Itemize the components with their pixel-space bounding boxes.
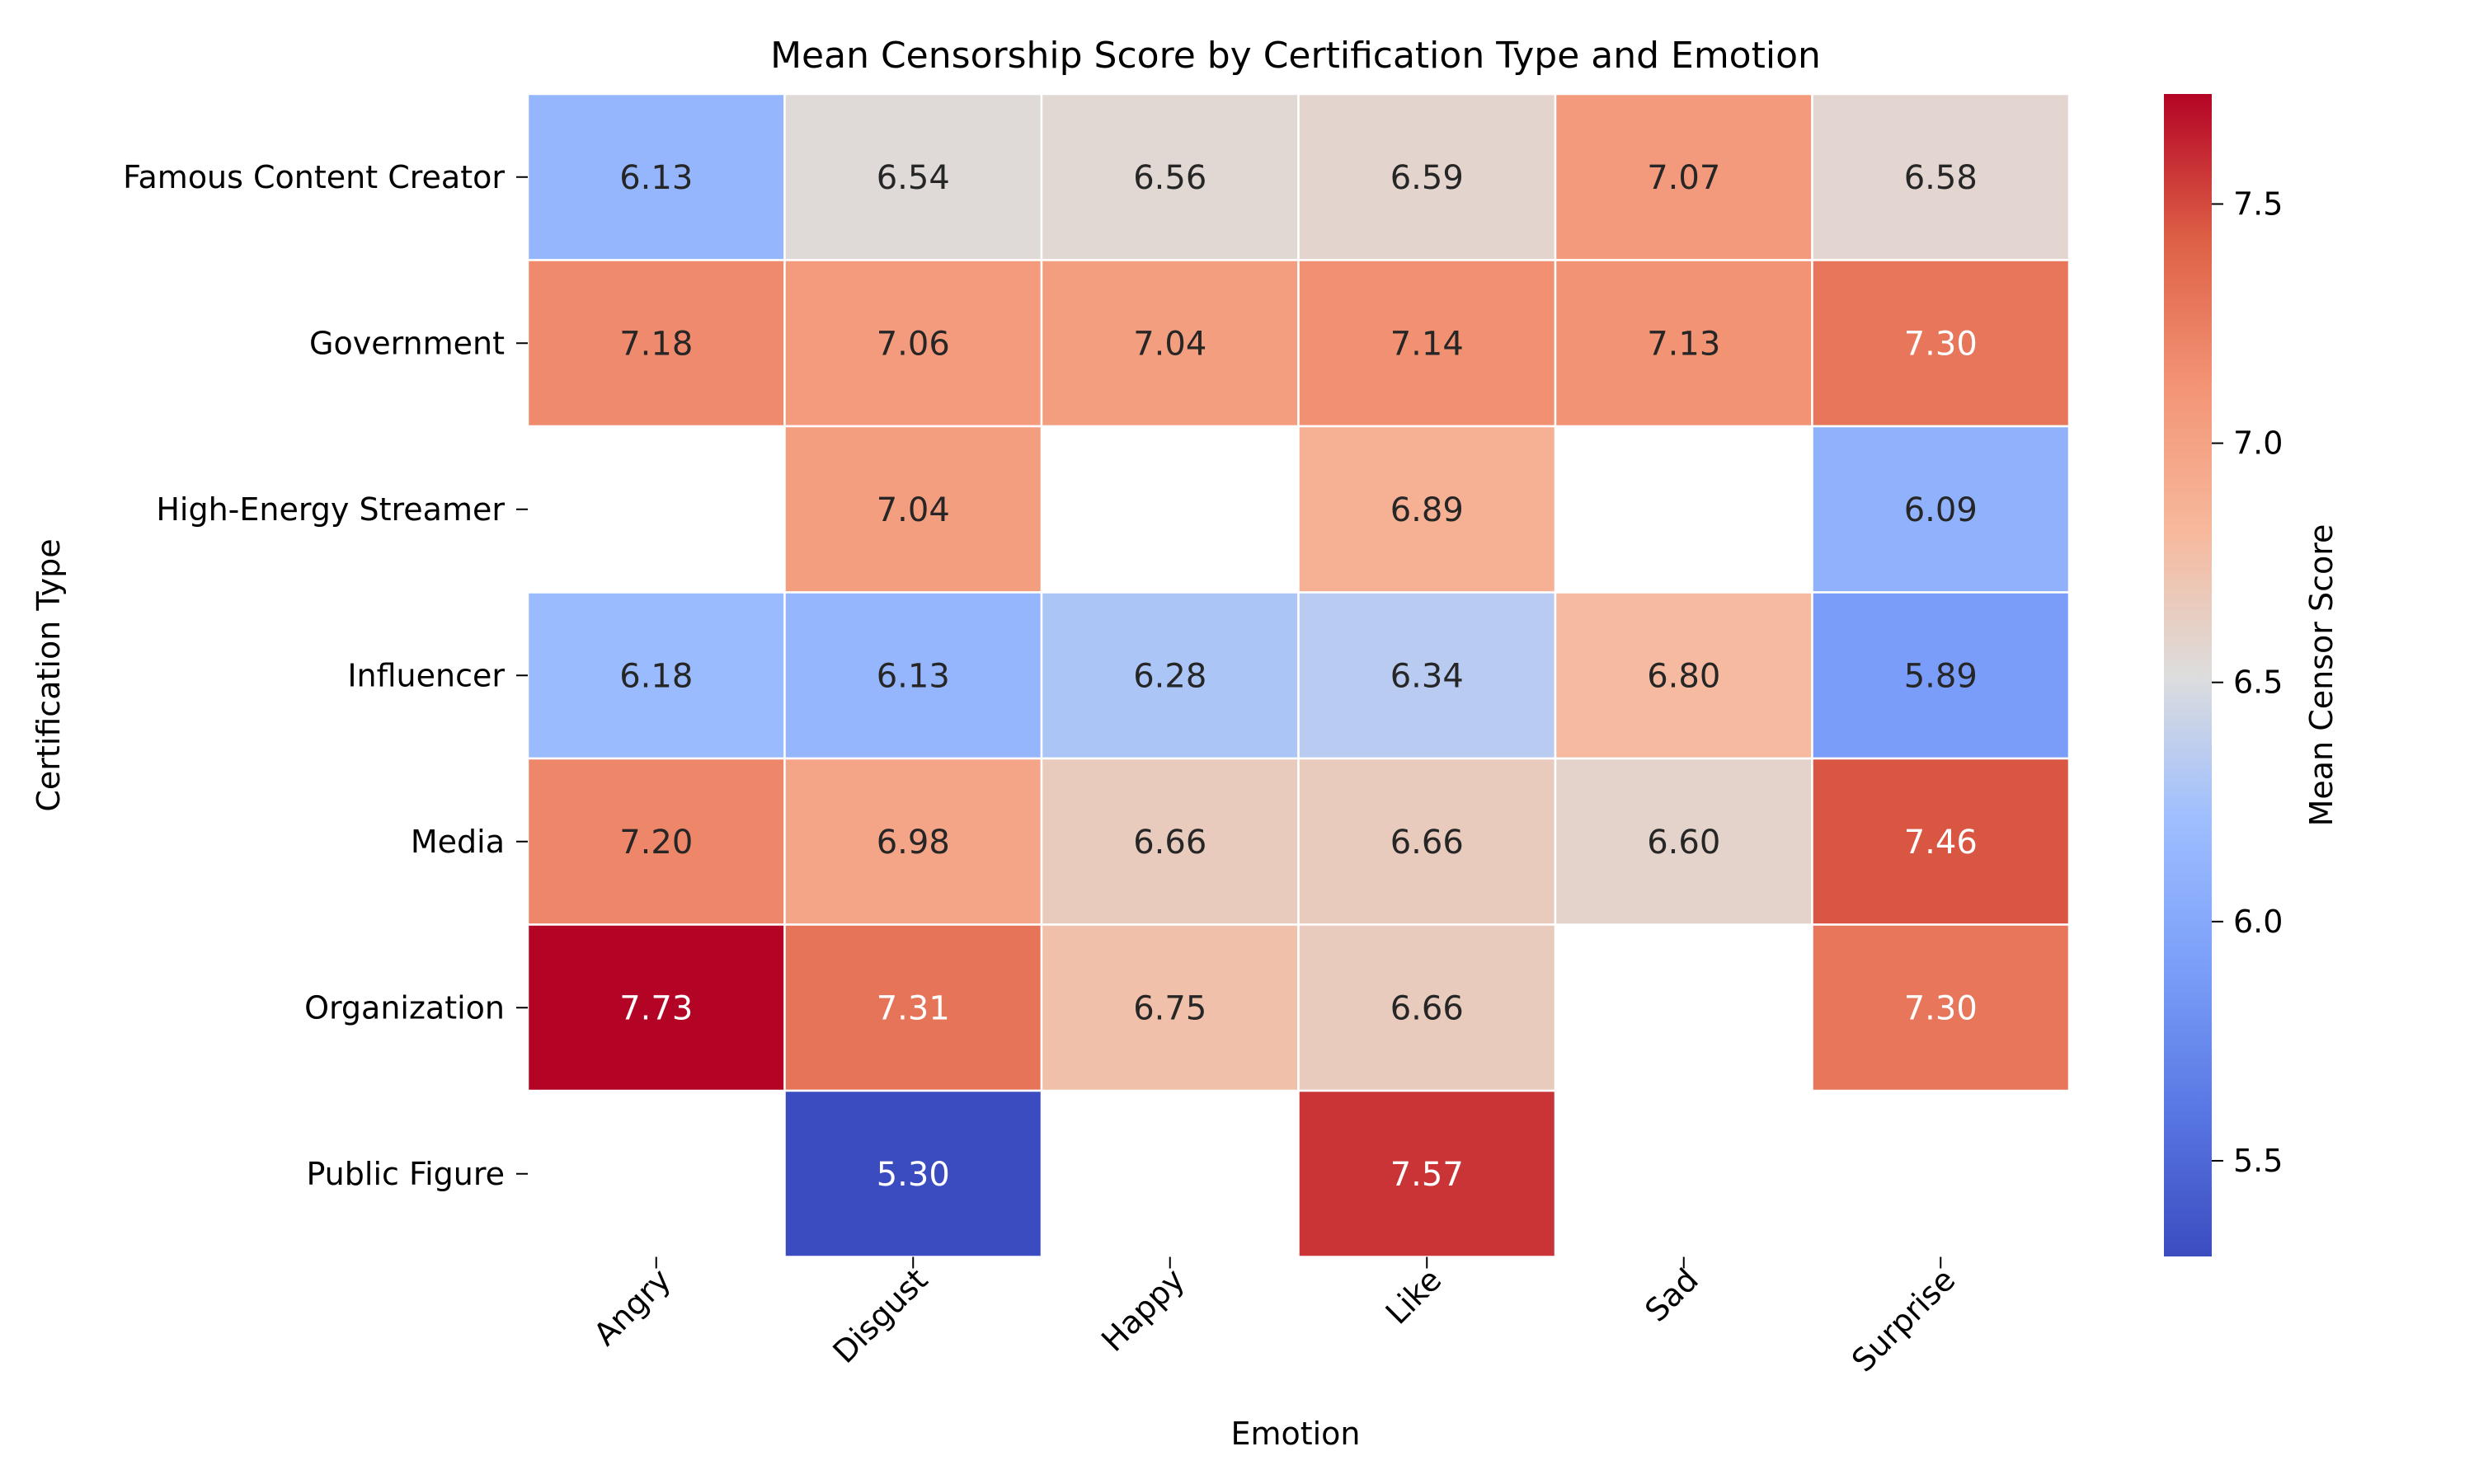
chart-title: Mean Censorship Score by Certification T… (770, 35, 1821, 77)
cell-value-influencer-angry: 6.18 (619, 657, 693, 695)
cell-government-surprise (1811, 259, 2071, 428)
cell-organization-disgust (783, 923, 1043, 1092)
cell-value-organization-surprise: 7.30 (1904, 989, 1978, 1027)
x-tick-label-happy: Happy (1094, 1261, 1192, 1359)
cell-influencer-disgust (783, 591, 1043, 760)
y-tick-label-government: Government (309, 325, 505, 361)
cell-value-media-surprise: 7.46 (1904, 824, 1978, 862)
cell-value-government-surprise: 7.30 (1904, 325, 1978, 363)
cell-value-famous-content-creator-sad: 7.07 (1647, 159, 1720, 197)
cell-value-media-disgust: 6.98 (877, 824, 950, 862)
cell-government-angry (526, 259, 786, 428)
y-axis-label: Certification Type (31, 538, 67, 811)
colorbar-tick-label-6-5: 6.5 (2233, 665, 2283, 701)
cell-value-government-happy: 7.04 (1133, 325, 1206, 363)
cell-value-media-like: 6.66 (1390, 824, 1464, 862)
x-axis-label: Emotion (1230, 1416, 1360, 1452)
cell-influencer-sad (1554, 591, 1813, 760)
x-tick-label-surprise: Surprise (1845, 1261, 1962, 1378)
heatmap-cells: 6.13 6.54 6.56 6.59 7.07 6.58 7.18 7.06 7.04 7.14… (526, 92, 2071, 1258)
cell-value-government-sad: 7.13 (1647, 325, 1720, 363)
cell-value-public-figure-disgust: 5.30 (877, 1156, 950, 1194)
y-tick-label-media: Media (411, 824, 505, 860)
cell-value-government-disgust: 7.06 (877, 325, 950, 363)
cell-high-energy-streamer-disgust (783, 425, 1043, 594)
cell-organization-angry (526, 923, 786, 1092)
y-tick-label-organization: Organization (304, 989, 505, 1026)
cell-value-famous-content-creator-happy: 6.56 (1133, 159, 1206, 197)
cell-value-famous-content-creator-like: 6.59 (1390, 159, 1464, 197)
cell-influencer-like (1297, 591, 1557, 760)
cell-influencer-happy (1040, 591, 1300, 760)
cell-organization-like (1297, 923, 1557, 1092)
cell-value-famous-content-creator-surprise: 6.58 (1904, 159, 1978, 197)
colorbar-tick-label-7-5: 7.5 (2233, 186, 2283, 222)
colorbar-label: Mean Censor Score (2303, 524, 2340, 827)
cell-value-high-energy-streamer-like: 6.89 (1390, 491, 1464, 529)
cell-value-famous-content-creator-angry: 6.13 (619, 159, 693, 197)
cell-value-media-happy: 6.66 (1133, 824, 1206, 862)
cell-value-organization-disgust: 7.31 (877, 989, 950, 1027)
cell-high-energy-streamer-like (1297, 425, 1557, 594)
cell-value-media-sad: 6.60 (1647, 824, 1720, 862)
cell-value-influencer-happy: 6.28 (1133, 657, 1206, 695)
colorbar-tick-label-6-0: 6.0 (2233, 904, 2283, 940)
cell-value-influencer-like: 6.34 (1390, 657, 1464, 695)
cell-value-government-angry: 7.18 (619, 325, 693, 363)
cell-value-influencer-surprise: 5.89 (1904, 657, 1978, 695)
cell-influencer-surprise (1811, 591, 2071, 760)
cell-organization-surprise (1811, 923, 2071, 1092)
cell-government-like (1297, 259, 1557, 428)
x-tick-label-sad: Sad (1638, 1261, 1705, 1329)
cell-media-angry (526, 757, 786, 926)
cell-value-high-energy-streamer-surprise: 6.09 (1904, 491, 1978, 529)
cell-value-famous-content-creator-disgust: 6.54 (877, 159, 950, 197)
x-tick-label-angry: Angry (586, 1261, 678, 1353)
x-axis: Angry Disgust Happy Like Sad Surprise (586, 1256, 1962, 1378)
cell-value-organization-happy: 6.75 (1133, 989, 1206, 1027)
cell-value-organization-like: 6.66 (1390, 989, 1464, 1027)
y-tick-label-famous-content-creator: Famous Content Creator (123, 159, 505, 195)
cell-value-government-like: 7.14 (1390, 325, 1464, 363)
x-tick-label-like: Like (1379, 1261, 1449, 1331)
y-axis: Famous Content Creator Government High-Ene… (123, 159, 528, 1192)
cell-value-public-figure-like: 7.57 (1390, 1156, 1464, 1194)
cell-value-high-energy-streamer-disgust: 7.04 (877, 491, 950, 529)
cell-famous-content-creator-like (1297, 92, 1557, 261)
cell-famous-content-creator-sad (1554, 92, 1813, 261)
cell-public-figure-disgust (783, 1089, 1043, 1258)
x-tick-label-disgust: Disgust (826, 1261, 935, 1370)
y-tick-label-influencer: Influencer (347, 657, 505, 693)
cell-value-organization-angry: 7.73 (619, 989, 693, 1027)
cell-value-influencer-disgust: 6.13 (877, 657, 950, 695)
y-tick-label-high-energy-streamer: High-Energy Streamer (156, 491, 505, 528)
colorbar-ticks: 5.5 6.0 6.5 7.0 7.5 (2212, 186, 2283, 1179)
cell-value-media-angry: 7.20 (619, 824, 693, 862)
cell-media-surprise (1811, 757, 2071, 926)
cell-famous-content-creator-happy (1040, 92, 1300, 261)
cell-media-like (1297, 757, 1557, 926)
colorbar-gradient (2164, 94, 2212, 1256)
cell-media-disgust (783, 757, 1043, 926)
cell-high-energy-streamer-surprise (1811, 425, 2071, 594)
colorbar-tick-label-5-5: 5.5 (2233, 1143, 2283, 1179)
cell-famous-content-creator-surprise (1811, 92, 2071, 261)
cell-government-disgust (783, 259, 1043, 428)
cell-government-happy (1040, 259, 1300, 428)
cell-value-influencer-sad: 6.80 (1647, 657, 1720, 695)
y-tick-label-public-figure: Public Figure (306, 1156, 505, 1192)
colorbar: 5.5 6.0 6.5 7.0 7.5 Mean Censor Score (2164, 94, 2340, 1256)
colorbar-tick-label-7-0: 7.0 (2233, 425, 2283, 462)
cell-famous-content-creator-disgust (783, 92, 1043, 261)
cell-famous-content-creator-angry (526, 92, 786, 261)
